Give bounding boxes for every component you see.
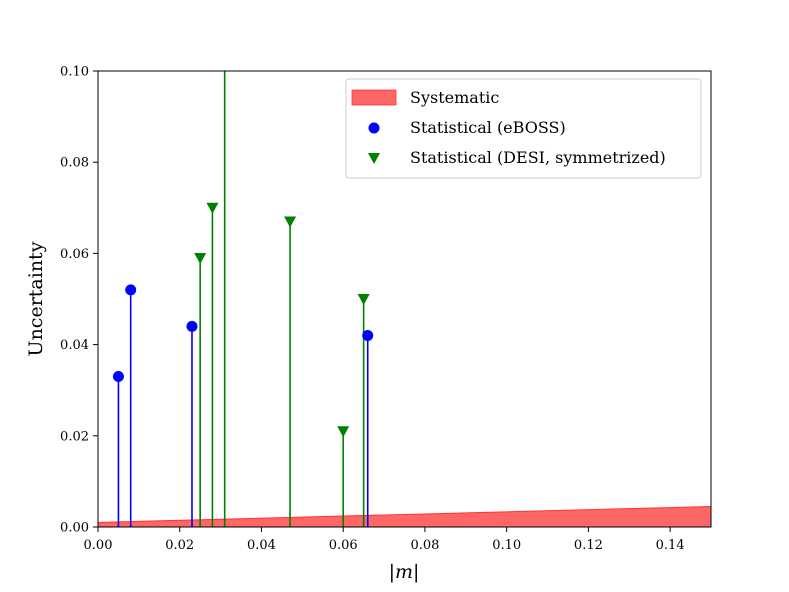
series-0-point [186, 320, 198, 332]
series-1-point [357, 294, 370, 305]
x-tick-label: 0.06 [329, 538, 358, 553]
series-1-point [337, 426, 350, 438]
legend: Systematic Statistical (eBOSS) Statistic… [345, 78, 702, 179]
x-tick-label: 0.10 [492, 538, 521, 553]
axes-layer: 0.00 0.02 0.04 0.06 0.08 0.10 0.12 0.14 0.00 0.02… [60, 65, 685, 554]
markers-layer [112, 202, 374, 438]
legend-eboss-marker [368, 122, 380, 134]
x-tick-label: 0.12 [574, 538, 603, 553]
x-tick-label: 0.02 [165, 538, 194, 553]
x-tick-label: 0.04 [247, 538, 276, 553]
stems-layer [117, 71, 369, 527]
series-1-point [206, 202, 219, 214]
y-axis-label: Uncertainty [25, 241, 47, 356]
x-tick-label: 0.14 [656, 538, 685, 553]
legend-desi-label: Statistical (DESI, symmetrized) [410, 148, 666, 167]
legend-systematic-swatch [351, 89, 397, 106]
x-axis-label: |m| [389, 561, 420, 583]
systematic-band-layer [98, 505, 711, 527]
y-tick-label: 0.02 [60, 429, 89, 444]
systematic-band [98, 505, 711, 527]
series-0-point [125, 284, 137, 296]
y-tick-label: 0.08 [60, 156, 89, 171]
y-tick-label: 0.10 [60, 65, 89, 80]
legend-eboss-label: Statistical (eBOSS) [410, 118, 566, 137]
x-tick-label: 0.08 [410, 538, 439, 553]
y-tick-label: 0.06 [60, 247, 89, 262]
series-0-point [362, 329, 374, 341]
legend-box [345, 78, 702, 179]
plot-frame [97, 70, 712, 528]
x-tick-label: 0.00 [84, 538, 113, 553]
y-tick-label: 0.00 [60, 521, 89, 536]
series-1-point [194, 252, 207, 264]
legend-systematic-label: Systematic [410, 88, 499, 107]
y-tick-label: 0.04 [60, 338, 89, 353]
series-1-point [284, 216, 297, 228]
series-0-point [112, 371, 124, 383]
legend-desi-marker [368, 153, 380, 164]
